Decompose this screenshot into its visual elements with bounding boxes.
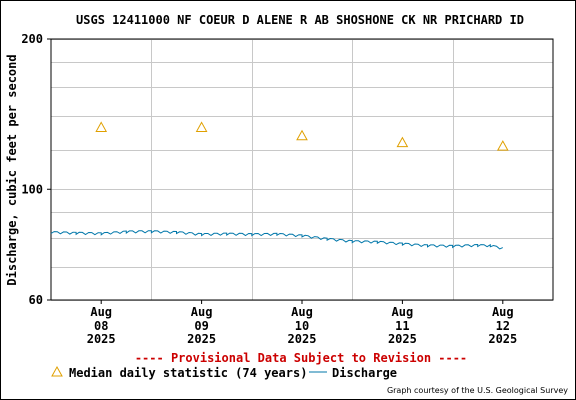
x-tick-label-year: 2025	[388, 332, 417, 346]
x-tick-label-day: 09	[194, 319, 208, 333]
y-axis-label: Discharge, cubic feet per second	[5, 54, 19, 285]
x-tick-label-day: 10	[295, 319, 309, 333]
provisional-note: ---- Provisional Data Subject to Revisio…	[135, 351, 467, 365]
x-tick-label-month: Aug	[191, 305, 213, 319]
legend-discharge-label: Discharge	[332, 366, 397, 380]
legend-triangle-icon	[51, 365, 63, 377]
credit-text: Graph courtesy of the U.S. Geological Su…	[387, 386, 568, 395]
series-layer	[50, 121, 509, 250]
legend-median-label: Median daily statistic (74 years)	[69, 366, 307, 380]
y-tick-label: 60	[29, 293, 43, 307]
x-tick-label-month: Aug	[90, 305, 112, 319]
median-marker	[95, 121, 108, 132]
median-marker	[396, 136, 409, 148]
y-tick-label: 200	[21, 32, 43, 46]
x-tick-label-month: Aug	[291, 305, 313, 319]
legend: Median daily statistic (74 years) Discha…	[51, 365, 397, 380]
discharge-line	[50, 230, 503, 250]
x-tick-label-month: Aug	[492, 305, 514, 319]
x-tick-label-month: Aug	[392, 305, 414, 319]
y-tick-label: 100	[21, 182, 43, 196]
x-tick-label-day: 08	[94, 319, 108, 333]
grid-lines	[51, 39, 553, 301]
x-tick-label-year: 2025	[87, 332, 116, 346]
median-marker	[195, 121, 208, 132]
x-tick-label-day: 12	[496, 319, 510, 333]
x-tick-label-year: 2025	[288, 332, 317, 346]
x-tick-label-year: 2025	[488, 332, 517, 346]
median-marker	[496, 140, 509, 151]
plot-area-border	[50, 38, 554, 301]
axis-ticks: 60100200Aug082025Aug092025Aug102025Aug11…	[21, 32, 517, 346]
chart-title: USGS 12411000 NF COEUR D ALENE R AB SHOS…	[76, 13, 524, 27]
x-tick-label-year: 2025	[187, 332, 216, 346]
x-tick-label-day: 11	[395, 319, 409, 333]
median-marker	[296, 129, 308, 141]
